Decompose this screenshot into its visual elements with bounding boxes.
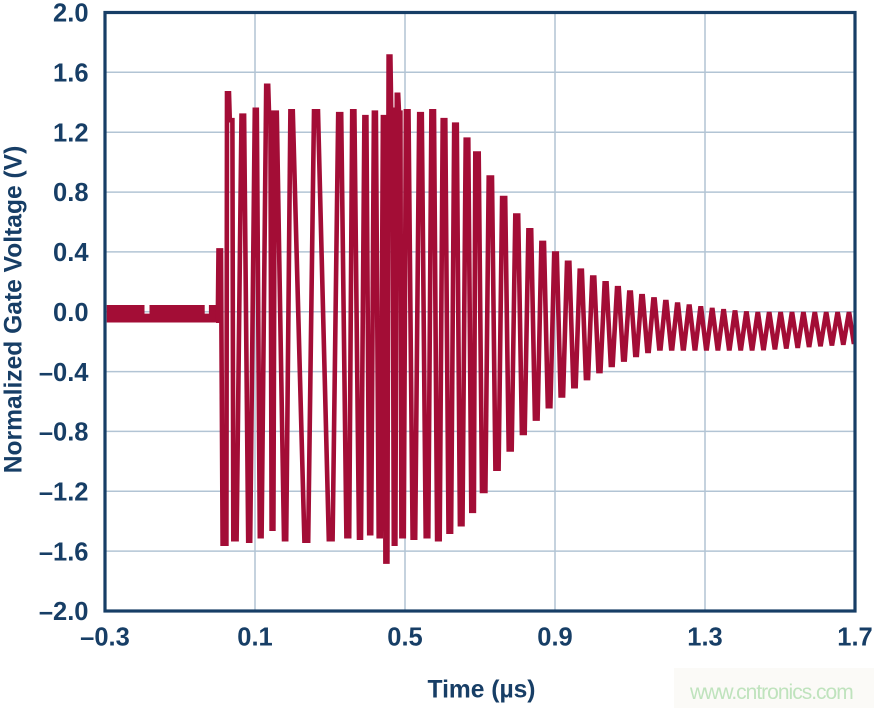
svg-text:–1.2: –1.2 xyxy=(39,479,89,507)
svg-text:1.6: 1.6 xyxy=(53,60,88,88)
svg-text:1.3: 1.3 xyxy=(687,624,722,652)
svg-text:Normalized Gate Voltage (V): Normalized Gate Voltage (V) xyxy=(1,146,28,474)
svg-text:Time (µs): Time (µs) xyxy=(427,677,535,704)
svg-text:www.cntronics.com: www.cntronics.com xyxy=(689,681,853,704)
svg-text:0.9: 0.9 xyxy=(537,624,572,652)
svg-text:–2.0: –2.0 xyxy=(39,598,89,626)
svg-text:–0.8: –0.8 xyxy=(39,419,89,447)
svg-text:0.4: 0.4 xyxy=(53,239,89,267)
svg-text:1.7: 1.7 xyxy=(837,624,872,652)
svg-text:–1.6: –1.6 xyxy=(39,538,89,566)
svg-text:2.0: 2.0 xyxy=(53,0,88,28)
svg-text:0.8: 0.8 xyxy=(53,179,88,207)
svg-text:0.5: 0.5 xyxy=(387,624,422,652)
svg-text:–0.3: –0.3 xyxy=(80,624,130,652)
svg-text:1.2: 1.2 xyxy=(53,119,88,147)
svg-text:0.0: 0.0 xyxy=(53,299,88,327)
svg-text:–0.4: –0.4 xyxy=(39,359,89,387)
svg-text:0.1: 0.1 xyxy=(237,624,272,652)
